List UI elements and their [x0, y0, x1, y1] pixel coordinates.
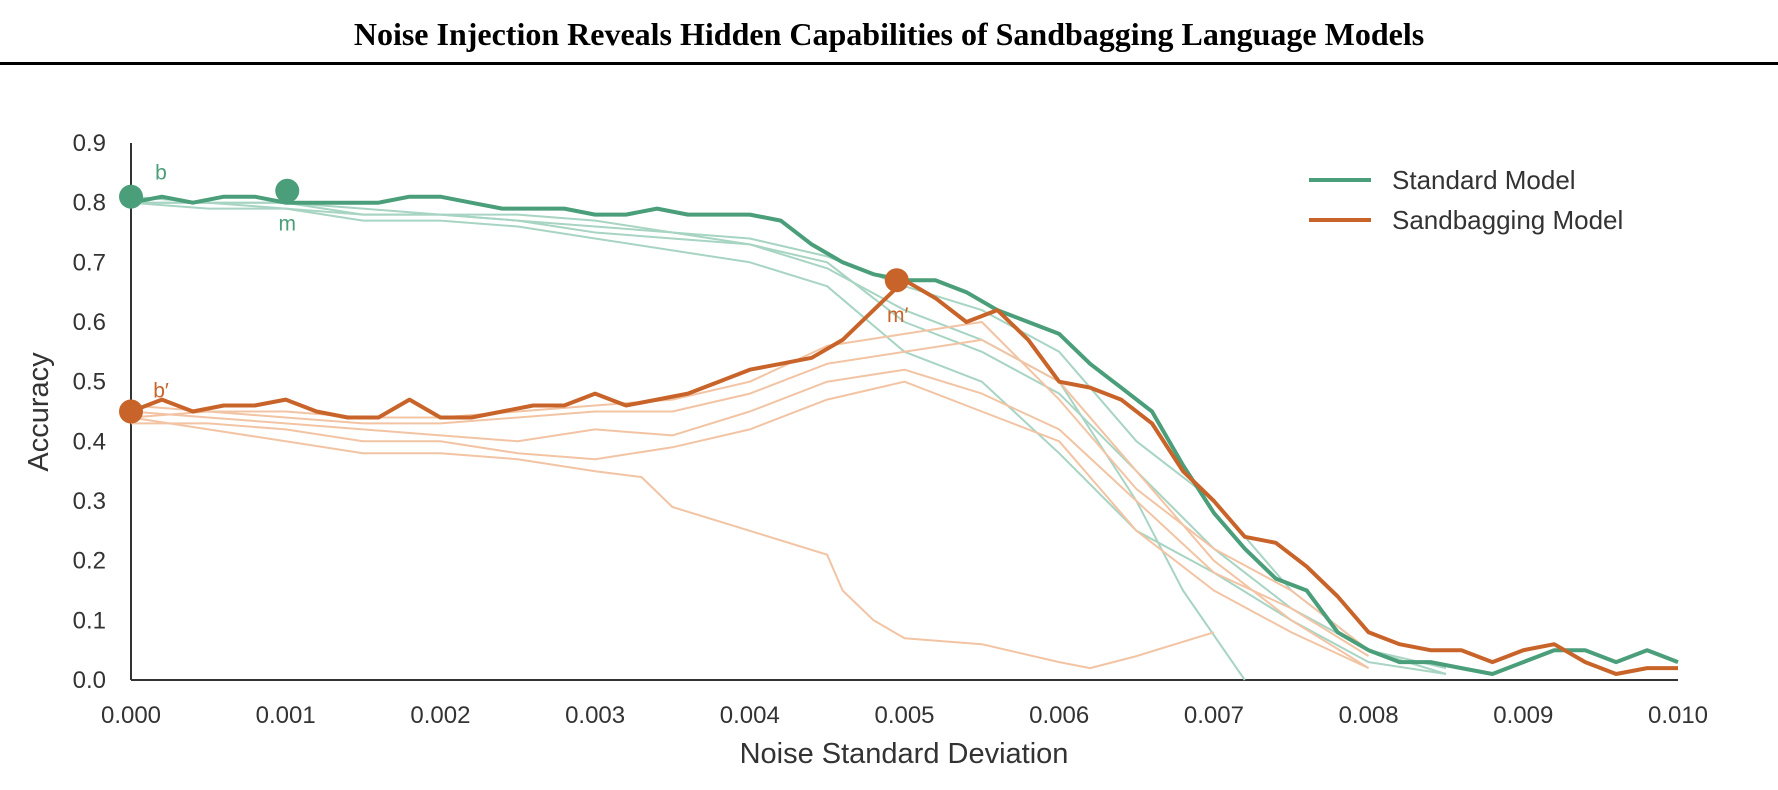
point-label-m: m — [278, 213, 296, 236]
x-tick-label: 0.007 — [1184, 702, 1244, 729]
sandbagging-run-line — [130, 416, 1215, 670]
x-axis-label: Noise Standard Deviation — [740, 738, 1069, 770]
chart-title: Noise Injection Reveals Hidden Capabilit… — [353, 16, 1425, 52]
sandbagging-run-line — [130, 338, 1370, 669]
x-tick-labels: 0.000 0.001 0.002 0.003 0.004 0.005 0.006 0.007… — [101, 702, 1708, 729]
y-tick-label: 0.3 — [73, 488, 106, 515]
point-markers: b m b′ m′ — [119, 162, 909, 424]
standard-model-line — [130, 194, 1679, 676]
point-marker-m — [275, 178, 300, 203]
legend: Standard Model Sandbagging Model — [1309, 165, 1623, 235]
point-marker-bprime — [119, 399, 143, 424]
x-tick-label: 0.003 — [565, 702, 625, 729]
x-tick-label: 0.005 — [874, 702, 934, 729]
point-marker-b — [119, 184, 143, 209]
y-tick-label: 0.0 — [73, 667, 106, 694]
point-label-bprime: b′ — [153, 380, 169, 403]
y-tick-label: 0.6 — [73, 309, 106, 336]
legend-label: Sandbagging Model — [1392, 205, 1623, 235]
sandbagging-model-line — [130, 278, 1678, 676]
standard-run-line — [131, 201, 1246, 681]
standard-run-line — [130, 201, 1447, 675]
x-tick-label: 0.009 — [1493, 702, 1553, 729]
title-rule — [0, 62, 1778, 65]
x-tick-label: 0.000 — [101, 702, 161, 729]
y-tick-label: 0.2 — [73, 548, 106, 575]
x-tick-label: 0.001 — [256, 702, 316, 729]
point-marker-mprime — [884, 268, 909, 293]
legend-label: Standard Model — [1392, 165, 1576, 195]
y-tick-label: 0.4 — [73, 428, 106, 455]
sandbagging-run-line — [130, 368, 1370, 657]
y-axis-label: Accuracy — [23, 352, 55, 472]
y-tick-label: 0.7 — [73, 249, 106, 276]
point-label-b: b — [155, 162, 167, 185]
x-tick-label: 0.010 — [1648, 702, 1708, 729]
x-tick-label: 0.004 — [720, 702, 780, 729]
y-tick-label: 0.1 — [73, 607, 106, 634]
y-tick-labels: 0.0 0.1 0.2 0.3 0.4 0.5 0.6 0.7 0.8 0.9 — [73, 130, 106, 694]
x-tick-label: 0.006 — [1029, 702, 1089, 729]
faint-run-lines — [130, 195, 1447, 681]
sandbagging-run-line — [131, 380, 1370, 670]
series-lines — [130, 194, 1679, 676]
y-tick-label: 0.5 — [73, 369, 106, 396]
x-tick-label: 0.008 — [1339, 702, 1399, 729]
y-tick-label: 0.8 — [73, 190, 106, 217]
point-label-mprime: m′ — [887, 304, 908, 327]
y-tick-label: 0.9 — [73, 130, 106, 157]
x-tick-label: 0.002 — [410, 702, 470, 729]
